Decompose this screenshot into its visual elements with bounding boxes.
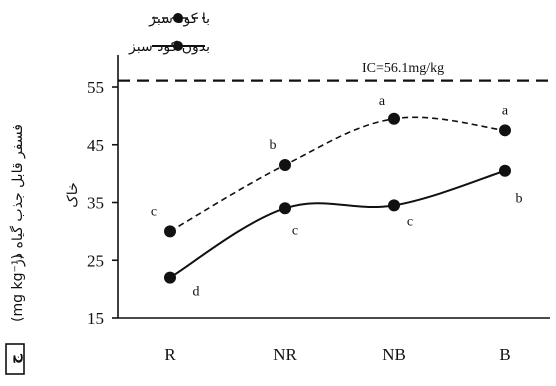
y-tick-label: 45 (87, 136, 104, 155)
legend-dashed-marker (173, 13, 183, 23)
y-tick-label: 55 (87, 78, 104, 97)
significance-letter: c (151, 204, 157, 219)
y-tick-label: 25 (87, 251, 104, 270)
significance-letter: a (379, 94, 386, 109)
significance-letter: b (516, 192, 523, 207)
y-ticks: 15 25 35 45 55 (87, 78, 118, 328)
significance-letter: c (292, 223, 298, 238)
data-point (499, 124, 511, 137)
data-point (164, 271, 176, 284)
panel-label: ج (5, 343, 25, 375)
y-tick-label: 15 (87, 309, 104, 328)
data-point (388, 112, 400, 125)
y-axis-label-line1: فسفر قابل جذب گیاه در (9, 124, 26, 267)
reference-line-label: IC=56.1mg/kg (362, 61, 444, 76)
legend-solid-marker (173, 41, 183, 51)
legend: با کود سبز بدون کود سبز (128, 11, 210, 55)
legend-label-without-green-manure: بدون کود سبز (128, 39, 210, 55)
x-tick-label: NB (382, 345, 406, 364)
x-tick-label: R (164, 345, 176, 364)
series-line-without-green-manure (169, 169, 506, 279)
x-tick-label: NR (273, 345, 297, 364)
x-categories: R NR NB B (164, 345, 510, 364)
y-tick-label: 35 (87, 194, 104, 213)
significance-letter: a (502, 103, 509, 118)
series-group: c b a a d c c b (151, 94, 523, 300)
panel-label-text: ج (7, 353, 23, 364)
significance-letter: c (407, 214, 413, 229)
data-point (279, 158, 291, 171)
panel-label-box (5, 343, 25, 375)
data-point (164, 225, 176, 238)
x-tick-label: B (499, 345, 510, 364)
y-axis-label-line2: خاک (65, 182, 81, 207)
legend-label-with-green-manure: با کود سبز (148, 11, 210, 27)
y-axis-unit: (mg kg⁻¹) (10, 254, 26, 322)
data-point (499, 164, 511, 177)
data-point (279, 202, 291, 215)
significance-letter: d (193, 285, 200, 300)
y-axis-label: فسفر قابل جذب گیاه در (9, 124, 26, 267)
series-line-with-green-manure (169, 116, 506, 233)
y-axis-label-line3: (mg kg⁻¹) (10, 254, 26, 322)
data-point (388, 199, 400, 212)
significance-letter: b (270, 138, 277, 153)
y-axis-label-2: خاک (65, 182, 81, 207)
